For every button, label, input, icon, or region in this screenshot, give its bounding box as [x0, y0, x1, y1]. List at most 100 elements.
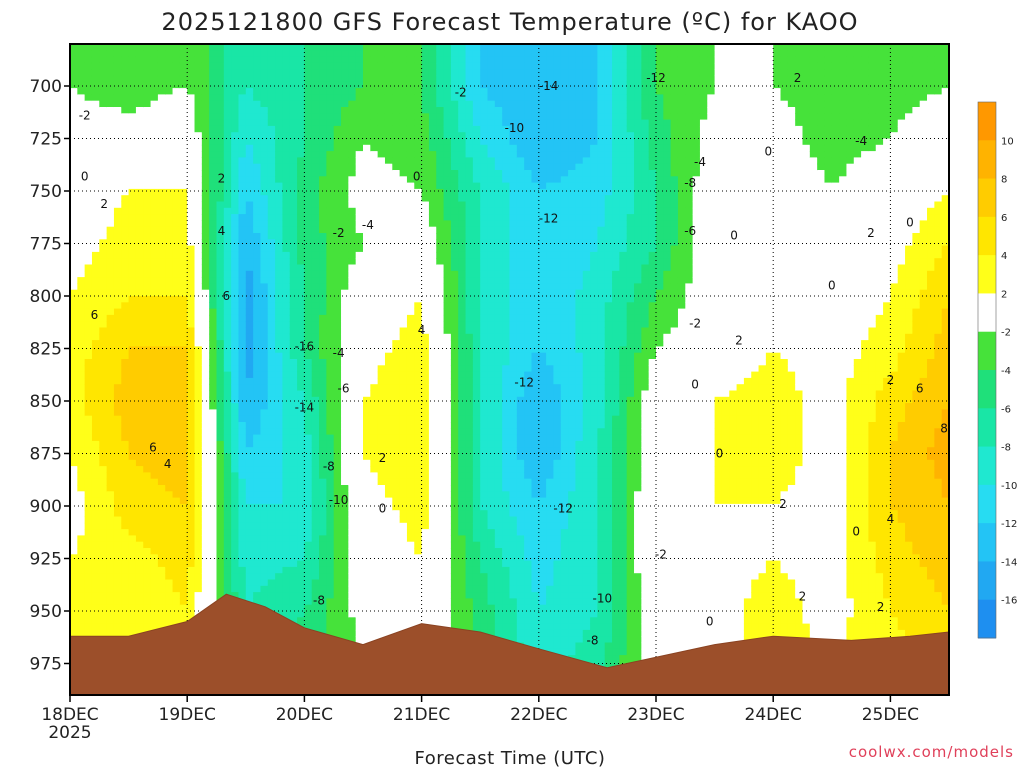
field-cell: [282, 333, 291, 341]
field-cell: [311, 415, 320, 423]
field-cell: [91, 50, 100, 58]
field-cell: [209, 176, 218, 184]
field-cell: [157, 75, 166, 83]
field-cell: [121, 453, 130, 461]
field-cell: [414, 125, 423, 133]
field-cell: [121, 440, 130, 448]
field-cell: [319, 176, 327, 184]
field-cell: [209, 251, 218, 259]
field-cell: [157, 163, 166, 171]
field-cell: [363, 226, 371, 234]
field-cell: [135, 604, 144, 612]
field-cell: [216, 207, 225, 215]
field-cell: [157, 333, 166, 341]
field-cell: [172, 333, 181, 341]
field-cell: [70, 447, 78, 455]
field-cell: [231, 566, 240, 574]
field-cell: [165, 170, 174, 177]
field-cell: [194, 270, 203, 278]
field-cell: [128, 592, 137, 599]
field-cell: [70, 151, 78, 158]
field-cell: [77, 245, 86, 253]
field-cell: [99, 195, 108, 203]
field-cell: [348, 258, 357, 266]
field-cell: [238, 333, 247, 341]
field-cell: [209, 50, 218, 58]
field-cell: [348, 428, 357, 436]
field-cell: [135, 440, 144, 448]
field-cell: [304, 314, 313, 322]
field-cell: [253, 151, 262, 158]
field-cell: [319, 277, 327, 284]
field-cell: [187, 270, 196, 278]
field-cell: [70, 440, 78, 448]
field-cell: [135, 327, 144, 335]
field-cell: [414, 510, 423, 518]
field-cell: [165, 125, 174, 133]
field-cell: [113, 50, 122, 58]
field-cell: [135, 201, 144, 209]
field-cell: [399, 44, 408, 51]
field-cell: [70, 88, 78, 95]
field-cell: [91, 529, 100, 536]
field-cell: [348, 314, 357, 322]
field-cell: [399, 604, 408, 612]
field-cell: [223, 333, 232, 341]
field-cell: [179, 352, 188, 360]
field-cell: [363, 270, 371, 278]
field-cell: [406, 296, 415, 303]
field-cell: [297, 510, 305, 518]
field-cell: [319, 113, 327, 121]
field-cell: [216, 321, 225, 329]
field-cell: [348, 100, 357, 108]
field-cell: [267, 377, 276, 385]
field-cell: [406, 264, 415, 272]
field-cell: [113, 283, 122, 291]
field-cell: [333, 409, 342, 417]
field-cell: [341, 321, 349, 329]
field-cell: [399, 516, 408, 524]
field-cell: [370, 226, 379, 234]
field-cell: [70, 69, 78, 77]
field-cell: [238, 144, 247, 152]
field-cell: [216, 459, 225, 467]
field-cell: [135, 422, 144, 429]
field-cell: [406, 239, 415, 247]
field-cell: [179, 138, 188, 146]
field-cell: [399, 453, 408, 461]
field-cell: [260, 239, 269, 247]
field-cell: [304, 302, 313, 310]
field-cell: [209, 289, 218, 297]
field-cell: [77, 548, 86, 555]
field-cell: [253, 81, 262, 89]
field-cell: [209, 396, 218, 404]
field-cell: [157, 144, 166, 152]
field-cell: [135, 516, 144, 524]
field-cell: [260, 176, 269, 184]
field-cell: [77, 182, 86, 190]
field-cell: [341, 529, 349, 536]
field-cell: [106, 371, 115, 379]
field-cell: [370, 132, 379, 140]
field-cell: [406, 598, 415, 606]
field-cell: [157, 277, 166, 284]
field-cell: [172, 352, 181, 360]
field-cell: [267, 296, 276, 303]
field-cell: [406, 377, 415, 385]
field-cell: [150, 195, 159, 203]
field-cell: [201, 598, 210, 606]
field-cell: [172, 62, 181, 70]
field-cell: [304, 157, 313, 165]
field-cell: [341, 617, 349, 625]
field-cell: [238, 176, 247, 184]
field-cell: [319, 245, 327, 253]
field-cell: [165, 434, 174, 442]
field-cell: [99, 277, 108, 284]
field-cell: [363, 472, 371, 480]
field-cell: [267, 233, 276, 240]
field-cell: [282, 396, 291, 404]
field-cell: [311, 308, 320, 316]
field-cell: [363, 170, 371, 177]
field-cell: [348, 566, 357, 574]
field-cell: [99, 258, 108, 266]
